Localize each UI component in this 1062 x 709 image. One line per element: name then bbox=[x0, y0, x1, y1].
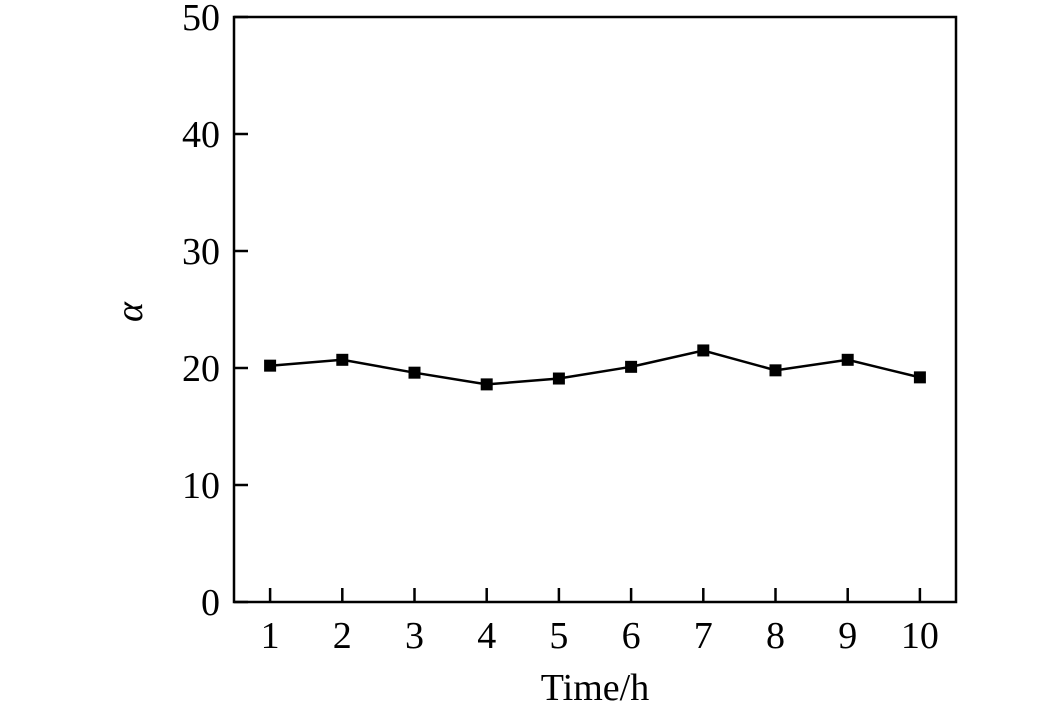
data-point bbox=[697, 344, 710, 357]
x-tick-label: 5 bbox=[549, 615, 568, 657]
y-axis-title: α bbox=[109, 301, 151, 322]
y-tick-label: 0 bbox=[201, 582, 220, 624]
x-tick-label: 7 bbox=[694, 615, 713, 657]
x-tick-label: 8 bbox=[766, 615, 785, 657]
data-point bbox=[480, 378, 493, 391]
y-tick-label: 30 bbox=[182, 231, 220, 273]
y-tick-label: 50 bbox=[182, 0, 220, 39]
data-point bbox=[336, 353, 349, 366]
series-markers bbox=[264, 344, 926, 391]
y-tick-label: 10 bbox=[182, 465, 220, 507]
x-axis-title: Time/h bbox=[541, 667, 649, 709]
data-point bbox=[552, 372, 565, 385]
x-tick-label: 10 bbox=[901, 615, 939, 657]
data-point bbox=[769, 364, 782, 377]
x-tick-label: 9 bbox=[838, 615, 857, 657]
x-tick-label: 3 bbox=[405, 615, 424, 657]
y-tick-label: 20 bbox=[182, 348, 220, 390]
data-point bbox=[913, 371, 926, 384]
data-point bbox=[625, 360, 638, 373]
x-tick-label: 6 bbox=[622, 615, 641, 657]
y-axis: 0 10 20 30 40 50 bbox=[182, 0, 248, 624]
series-line bbox=[269, 349, 921, 386]
y-tick-label: 40 bbox=[182, 114, 220, 156]
x-tick-label: 4 bbox=[477, 615, 496, 657]
data-point bbox=[841, 353, 854, 366]
x-axis: 1 2 3 4 5 6 7 8 9 10 bbox=[261, 588, 939, 657]
x-tick-label: 2 bbox=[333, 615, 352, 657]
plot-frame bbox=[232, 15, 958, 604]
x-tick-label: 1 bbox=[261, 615, 280, 657]
data-point bbox=[408, 366, 421, 379]
data-point bbox=[264, 359, 277, 372]
